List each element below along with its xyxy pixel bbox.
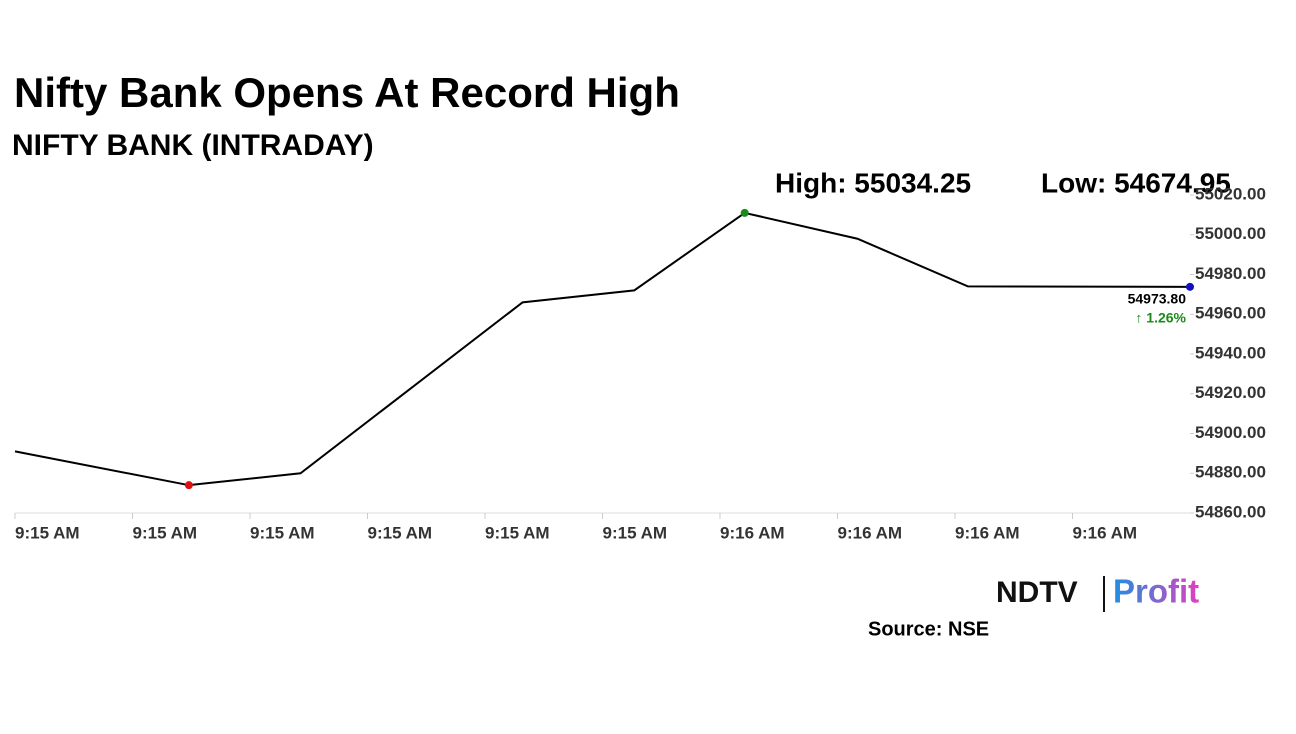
chart-title: Nifty Bank Opens At Record High [14,69,680,116]
x-tick-label: 9:16 AM [955,523,1020,542]
chart-subtitle: NIFTY BANK (INTRADAY) [12,129,374,162]
y-tick-label: 55000.00 [1195,224,1266,243]
y-tick-label: 54940.00 [1195,343,1266,362]
point-marker [184,481,193,490]
x-tick-label: 9:15 AM [485,523,550,542]
line [14,211,1191,487]
logo-ndtv: NDTV [996,576,1078,609]
source: Source: NSE [868,618,989,640]
x-tick-label: 9:16 AM [720,523,785,542]
change-label: ↑ 1.26% [1135,310,1186,326]
x-tick-label: 9:16 AM [1073,523,1138,542]
logo-profit: Profit [1113,573,1199,610]
x-tick-label: 9:16 AM [838,523,903,542]
x-tick-label: 9:15 AM [133,523,198,542]
last-value-label: 54973.80 [1128,291,1187,307]
y-tick-label: 54920.00 [1195,383,1266,402]
y-tick-label: 54860.00 [1195,502,1266,521]
x-tick-label: 9:15 AM [368,523,433,542]
x-tick-label: 9:15 AM [15,523,80,542]
x-tick-label: 9:15 AM [603,523,668,542]
high-annotation: High: 55034.25 [775,167,971,198]
y-tick-label: 55020.00 [1195,184,1266,203]
y-tick-label: 54980.00 [1195,264,1266,283]
y-tick-label: 54960.00 [1195,304,1266,323]
y-tick-label: 54880.00 [1195,463,1266,482]
y-tick-label: 54900.00 [1195,423,1266,442]
low-annotation: Low: 54674.95 [1041,167,1231,198]
point-marker [1186,282,1194,291]
point-marker [740,208,749,217]
x-tick-label: 9:15 AM [250,523,315,542]
